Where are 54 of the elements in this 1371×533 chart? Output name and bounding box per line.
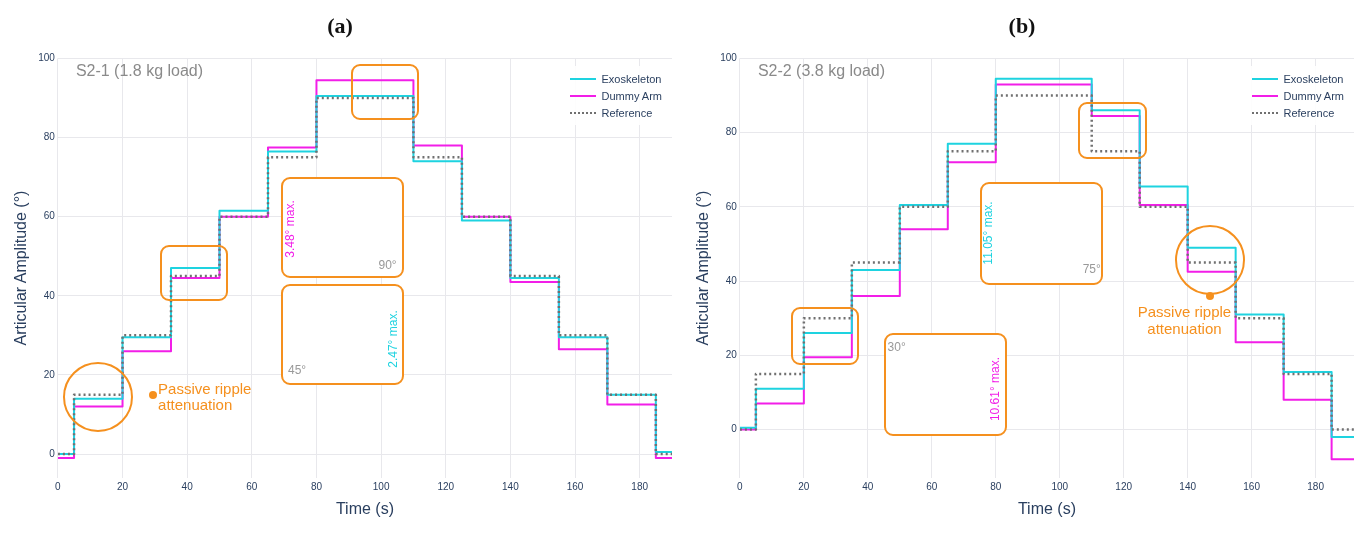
x-tick-label: 20	[798, 480, 810, 492]
x-tick-label: 80	[310, 480, 323, 492]
y-tick-label: 100	[38, 52, 56, 64]
x-tick-label: 40	[181, 480, 194, 492]
x-tick-label: 160	[566, 480, 584, 492]
annotation: 45°	[287, 363, 307, 378]
x-axis-title: Time (s)	[1017, 499, 1076, 517]
x-tick-label: 120	[437, 480, 455, 492]
y-tick-label: 80	[725, 126, 738, 138]
x-tick-label: 20	[116, 480, 129, 492]
y-axis-title: Articular Amplitude (°)	[694, 190, 712, 346]
x-tick-label: 180	[1307, 480, 1325, 492]
x-axis-title: Time (s)	[335, 499, 394, 517]
x-tick-label: 60	[246, 480, 258, 492]
x-tick-label: 140	[502, 480, 520, 492]
y-tick-label: 60	[43, 210, 56, 222]
annotation: 90°	[378, 258, 397, 273]
x-tick-label: 60	[926, 480, 938, 492]
chart-title: (a)	[327, 12, 353, 38]
annotation: 3.48° max.	[283, 199, 298, 258]
legend-label: Dummy Arm	[601, 89, 662, 102]
y-tick-label: 20	[43, 368, 56, 380]
y-tick-label: 20	[725, 349, 738, 361]
y-tick-label: 100	[720, 52, 738, 64]
x-tick-label: 120	[1115, 480, 1133, 492]
annotation: 10.61° max.	[988, 356, 1003, 421]
x-tick-label: 180	[631, 480, 649, 492]
y-axis-title: Articular Amplitude (°)	[12, 190, 30, 346]
annotation: 30°	[887, 340, 906, 355]
y-tick-label: 80	[43, 131, 56, 143]
y-tick-label: 40	[725, 274, 738, 286]
x-tick-label: 80	[990, 480, 1002, 492]
x-tick-label: 160	[1243, 480, 1261, 492]
legend-label: Reference	[1283, 106, 1335, 119]
legend-label: Dummy Arm	[1283, 89, 1344, 102]
x-tick-label: 40	[862, 480, 874, 492]
y-tick-label: 60	[725, 200, 738, 212]
x-tick-label: 100	[372, 480, 390, 492]
chart-title: (b)	[1008, 12, 1036, 38]
chart-subtitle: S2-2 (3.8 kg load)	[757, 62, 886, 81]
x-tick-label: 100	[1051, 480, 1069, 492]
y-tick-label: 0	[731, 423, 738, 435]
y-tick-label: 0	[49, 447, 56, 459]
annotation: 11.05° max.	[981, 201, 996, 265]
annotation: Passive ripple attenuation	[1136, 302, 1233, 337]
chart-subtitle: S2-1 (1.8 kg load)	[75, 62, 204, 81]
annotation: 2.47° max.	[386, 310, 401, 369]
y-tick-label: 40	[43, 289, 56, 301]
annotation: 75°	[1082, 262, 1101, 277]
x-tick-label: 140	[1179, 480, 1197, 492]
legend-label: Exoskeleton	[1283, 72, 1344, 85]
legend-label: Exoskeleton	[601, 72, 662, 85]
legend-label: Reference	[601, 106, 653, 119]
annotation: Passive ripple attenuation	[158, 379, 253, 414]
